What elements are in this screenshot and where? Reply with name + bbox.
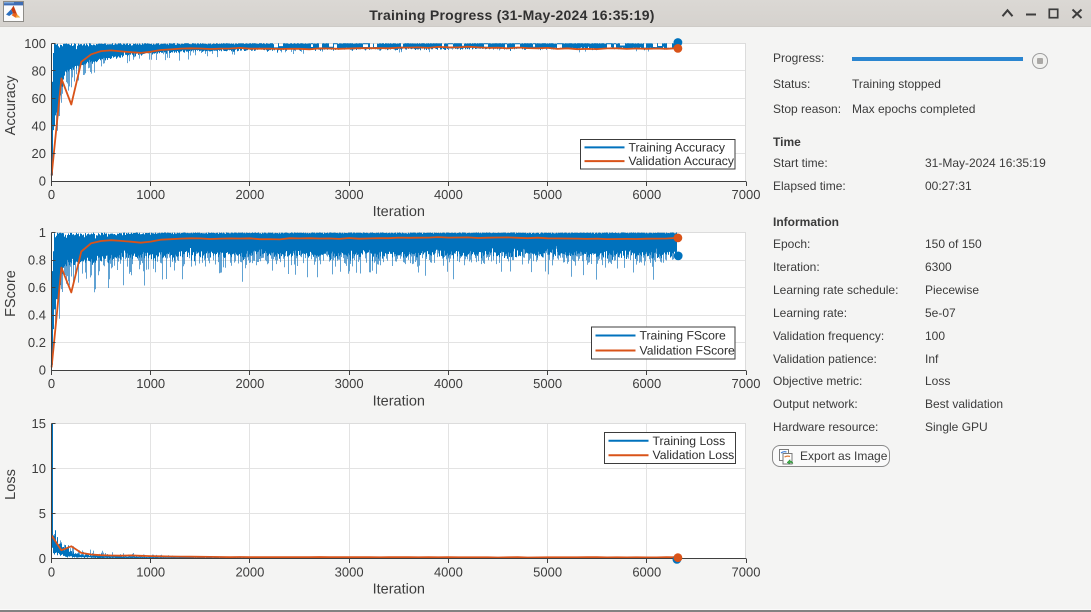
svg-text:0.6: 0.6 [28,280,46,295]
svg-text:Validation Accuracy: Validation Accuracy [629,154,735,168]
svg-text:15: 15 [32,416,46,431]
svg-text:10: 10 [32,461,46,476]
svg-text:5: 5 [39,506,46,521]
svg-text:0: 0 [39,174,46,189]
svg-text:2000: 2000 [235,376,264,391]
svg-text:80: 80 [32,63,46,78]
svg-text:1000: 1000 [136,376,165,391]
svg-text:2000: 2000 [235,187,264,202]
svg-text:6000: 6000 [632,376,661,391]
svg-text:Training Accuracy: Training Accuracy [629,140,726,154]
svg-text:6000: 6000 [632,564,661,579]
svg-text:1: 1 [39,225,46,240]
svg-text:5000: 5000 [533,376,562,391]
svg-text:2000: 2000 [235,564,264,579]
svg-text:Validation Loss: Validation Loss [653,448,735,462]
svg-text:FScore: FScore [3,270,19,317]
svg-text:4000: 4000 [434,376,463,391]
svg-text:1000: 1000 [136,187,165,202]
svg-text:20: 20 [32,146,46,161]
svg-text:Loss: Loss [3,469,19,500]
svg-text:7000: 7000 [732,564,761,579]
svg-text:0: 0 [39,363,46,378]
svg-text:5000: 5000 [533,564,562,579]
svg-text:0: 0 [48,376,55,391]
svg-text:3000: 3000 [335,564,364,579]
svg-text:40: 40 [32,118,46,133]
svg-text:Iteration: Iteration [373,204,425,220]
svg-text:6000: 6000 [632,187,661,202]
svg-text:0: 0 [48,564,55,579]
svg-text:0.8: 0.8 [28,253,46,268]
svg-text:60: 60 [32,91,46,106]
svg-text:4000: 4000 [434,187,463,202]
svg-text:5000: 5000 [533,187,562,202]
svg-text:Accuracy: Accuracy [3,75,19,135]
svg-text:1000: 1000 [136,564,165,579]
svg-text:7000: 7000 [732,376,761,391]
svg-text:3000: 3000 [335,376,364,391]
svg-text:Validation FScore: Validation FScore [640,344,736,358]
svg-text:Training FScore: Training FScore [640,329,726,343]
svg-text:0: 0 [48,187,55,202]
svg-text:0: 0 [39,551,46,566]
svg-text:Iteration: Iteration [373,581,425,597]
svg-text:0.4: 0.4 [28,308,46,323]
svg-text:7000: 7000 [732,187,761,202]
svg-text:0.2: 0.2 [28,335,46,350]
svg-text:Iteration: Iteration [373,393,425,409]
svg-text:4000: 4000 [434,564,463,579]
svg-text:Training Loss: Training Loss [653,434,726,448]
svg-text:100: 100 [24,36,46,51]
svg-text:3000: 3000 [335,187,364,202]
